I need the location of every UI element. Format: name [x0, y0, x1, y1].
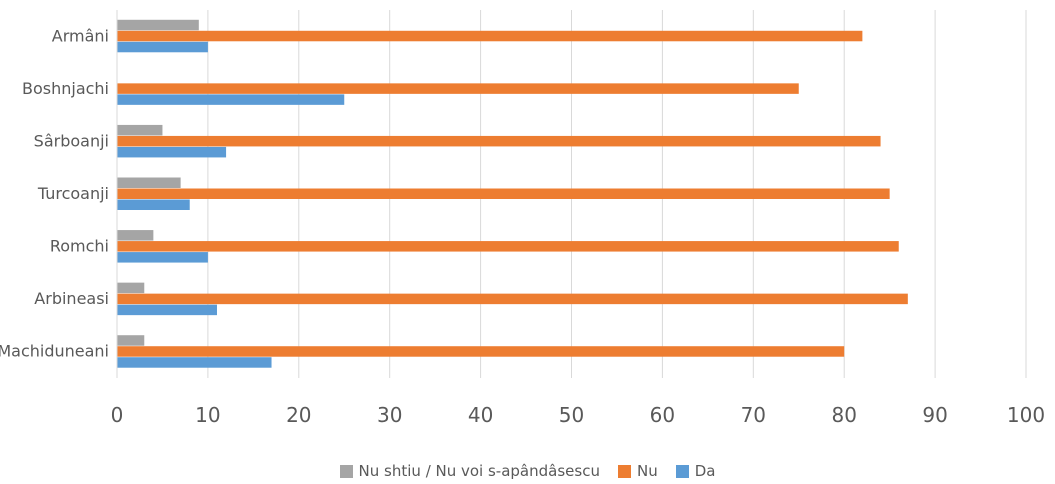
x-tick-label-50: 50 — [559, 403, 584, 427]
x-tick-label-70: 70 — [741, 403, 766, 427]
legend-label-nu: Nu — [636, 462, 658, 480]
legend-label-da: Da — [694, 462, 716, 480]
bar-nu-shtiu-6 — [117, 335, 145, 346]
bar-da-0 — [117, 41, 208, 53]
legend-item-nu: Nu — [617, 462, 658, 480]
category-label-6: Machiduneani — [0, 342, 109, 361]
bar-da-1 — [117, 94, 345, 105]
category-label-3: Turcoanji — [37, 184, 109, 203]
legend-swatch-nu — [617, 464, 631, 478]
bar-da-6 — [117, 357, 272, 368]
legend: Nu shtiu / Nu voi s-apândâsescu Nu Da — [0, 462, 1055, 480]
legend-label-nu-shtiu: Nu shtiu / Nu voi s-apândâsescu — [358, 462, 600, 480]
category-label-4: Romchi — [50, 237, 109, 256]
bar-nu-shtiu-5 — [117, 282, 145, 294]
x-tick-label-20: 20 — [286, 403, 311, 427]
bar-da-2 — [117, 146, 227, 158]
bar-nu-1 — [117, 83, 799, 94]
category-label-2: Sârboanji — [34, 131, 109, 150]
bar-nu-2 — [117, 135, 881, 147]
legend-swatch-da — [675, 464, 689, 478]
x-tick-label-0: 0 — [111, 403, 124, 427]
x-tick-label-10: 10 — [195, 403, 220, 427]
bar-nu-shtiu-2 — [117, 124, 163, 136]
category-label-0: Armâni — [52, 26, 109, 45]
x-tick-label-100: 100 — [1007, 403, 1045, 427]
bar-nu-shtiu-3 — [117, 177, 181, 188]
bar-nu-4 — [117, 241, 899, 252]
bar-nu-6 — [117, 346, 845, 357]
x-tick-label-40: 40 — [468, 403, 493, 427]
legend-item-da: Da — [675, 462, 716, 480]
x-tick-label-60: 60 — [650, 403, 675, 427]
x-tick-label-30: 30 — [377, 403, 402, 427]
x-tick-label-90: 90 — [922, 403, 947, 427]
legend-item-nu-shtiu: Nu shtiu / Nu voi s-apândâsescu — [339, 462, 600, 480]
bar-da-4 — [117, 252, 208, 263]
category-label-1: Boshnjachi — [22, 79, 109, 98]
bar-nu-shtiu-4 — [117, 230, 154, 241]
bar-nu-3 — [117, 188, 890, 199]
bar-da-3 — [117, 199, 190, 210]
x-tick-label-80: 80 — [831, 403, 856, 427]
bar-nu-0 — [117, 30, 863, 42]
bar-da-5 — [117, 304, 217, 316]
bar-nu-shtiu-0 — [117, 19, 199, 31]
category-label-5: Arbineasi — [34, 289, 109, 308]
legend-swatch-nu-shtiu — [339, 464, 353, 478]
bar-nu-5 — [117, 293, 908, 305]
bar-chart-svg: Armâni Boshnjachi Sârboanji Turcoanji Romchi… — [0, 10, 1045, 427]
